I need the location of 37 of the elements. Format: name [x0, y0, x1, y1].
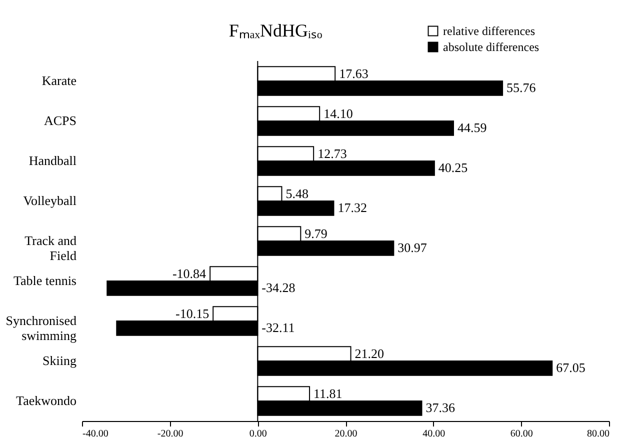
data-label: 67.05	[556, 360, 586, 376]
data-label: 11.81	[314, 386, 342, 401]
data-label: -34.28	[262, 280, 296, 296]
data-label: 55.76	[506, 80, 536, 96]
data-label: 17.63	[339, 66, 368, 81]
y-tick-label: Volleyball	[23, 193, 77, 208]
data-label: 5.48	[286, 186, 308, 201]
x-tick-label: 60.00	[510, 428, 533, 440]
data-label: 21.20	[354, 346, 384, 361]
y-tick-label: Handball	[28, 153, 77, 168]
y-tick-label: Table tennis	[14, 273, 76, 288]
x-tick-label: 0.00	[249, 428, 267, 440]
data-label: -32.11	[262, 320, 295, 336]
legend-label: relative differences	[443, 24, 536, 38]
x-tick-label: -20.00	[157, 428, 184, 440]
data-label: 12.73	[318, 146, 347, 161]
y-tick-label: Karate	[42, 73, 77, 88]
x-tick-label: 40.00	[422, 428, 446, 440]
x-tick-label: -40.00	[82, 428, 108, 440]
data-label: -10.84	[172, 266, 207, 281]
data-label: -10.15	[175, 306, 210, 321]
y-tick-label: ACPS	[44, 113, 76, 128]
y-tick-label: Synchronised swimming	[6, 313, 77, 343]
data-label: 14.10	[324, 106, 353, 121]
y-tick-label: Taekwondo	[16, 393, 76, 408]
data-label: 40.25	[438, 160, 468, 176]
x-tick-label: 80.00	[587, 428, 610, 440]
data-label: 44.59	[457, 120, 487, 136]
data-label: 17.32	[338, 200, 367, 216]
chart-title: FₘₐₓNdHGᵢₛₒ	[228, 20, 322, 40]
data-label: 30.97	[398, 240, 428, 256]
y-tick-label: Track and Field	[24, 233, 77, 263]
data-label: 9.79	[304, 226, 328, 241]
y-tick-label: Skiing	[42, 353, 77, 368]
legend-label: absolute differences	[443, 40, 540, 54]
x-tick-label: 20.00	[334, 428, 358, 440]
data-label: 37.36	[426, 400, 456, 416]
